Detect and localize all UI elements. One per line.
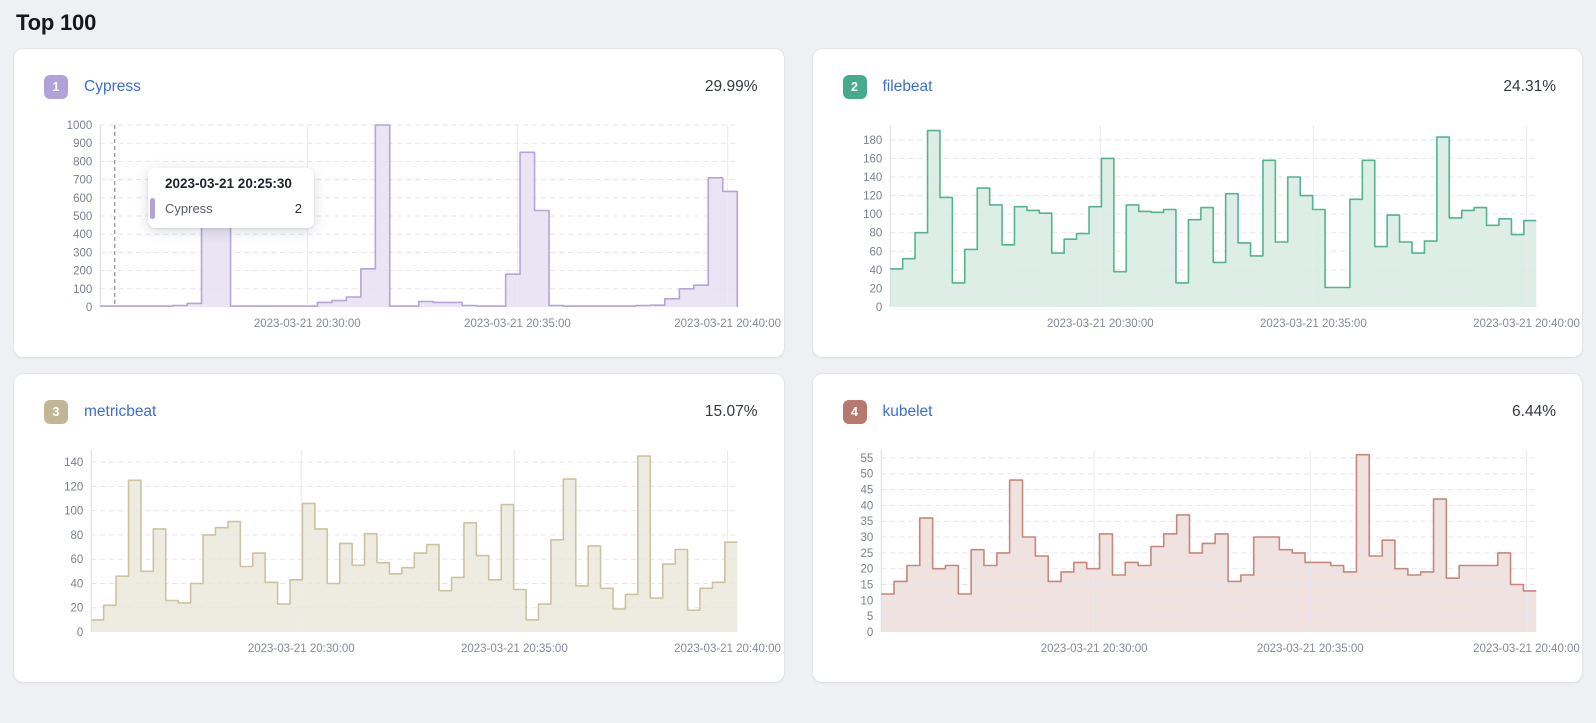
area-fill <box>880 454 1536 632</box>
y-axis-tick-label: 40 <box>860 500 873 512</box>
page-title: Top 100 <box>16 10 97 35</box>
y-axis-tick-label: 30 <box>860 532 873 544</box>
series-link[interactable]: kubelet <box>882 403 933 420</box>
x-axis-tick-label: 2023-03-21 20:30:00 <box>1040 643 1147 655</box>
x-axis-tick-label: 2023-03-21 20:35:00 <box>461 643 568 655</box>
chart-tooltip: 2023-03-21 20:25:30 Cypress 2 <box>148 168 314 228</box>
y-axis-tick-label: 180 <box>863 135 882 147</box>
y-axis-tick-label: 0 <box>866 627 872 639</box>
chart-svg: 0 20 40 60 80 100 120 140 2023-03-21 20:30:00 202… <box>64 450 781 655</box>
chart-area[interactable]: 0 5 10 15 20 25 30 35 40 45 50 55 2023-03-21 20:30:0… <box>839 444 1579 659</box>
chart-svg: 0 20 40 60 80 100 120 140 160 180 2023-03-21 20:30… <box>863 125 1579 330</box>
area-fill <box>91 456 738 632</box>
x-axis-tick-label: 2023-03-21 20:40:00 <box>674 643 781 655</box>
x-axis-tick-label: 2023-03-21 20:35:00 <box>1259 318 1366 330</box>
y-axis-tick-label: 15 <box>860 580 873 592</box>
y-axis-tick-label: 140 <box>863 172 882 184</box>
x-axis-tick-label: 2023-03-21 20:35:00 <box>1256 643 1363 655</box>
y-axis-tick-label: 600 <box>73 193 92 205</box>
y-axis-tick-label: 0 <box>77 627 83 639</box>
tooltip-series-name: Cypress <box>165 201 213 216</box>
y-axis-tick-label: 800 <box>73 156 92 168</box>
percentage-value: 15.07% <box>704 403 758 420</box>
y-axis-tick-label: 50 <box>860 469 873 481</box>
y-axis-tick-label: 55 <box>860 453 873 465</box>
chart-area[interactable]: 0 100 200 300 400 500 600 700 800 900 1000 2023-03-… <box>40 119 781 334</box>
card-header: 1 Cypress 29.99% <box>14 49 784 99</box>
y-axis-tick-label: 5 <box>866 611 872 623</box>
y-axis-tick-label: 100 <box>863 209 882 221</box>
cards-grid: 1 Cypress 29.99% 0 100 200 300 400 500 600 700 8… <box>14 49 1582 682</box>
card-header: 2 filebeat 24.31% <box>813 49 1583 99</box>
percentage-value: 6.44% <box>1512 403 1556 420</box>
series-link[interactable]: Cypress <box>84 78 141 95</box>
y-axis-tick-label: 900 <box>73 138 92 150</box>
x-axis-tick-label: 2023-03-21 20:40:00 <box>674 318 781 330</box>
y-axis-tick-label: 300 <box>73 247 92 259</box>
y-axis-tick-label: 40 <box>70 579 83 591</box>
y-axis-tick-label: 200 <box>73 266 92 278</box>
y-axis-tick-label: 120 <box>64 481 83 493</box>
y-axis-tick-label: 700 <box>73 175 92 187</box>
y-axis-tick-label: 100 <box>64 506 83 518</box>
chart-svg: 0 100 200 300 400 500 600 700 800 900 1000 2023-03-… <box>67 120 781 330</box>
x-axis-tick-label: 2023-03-21 20:35:00 <box>464 318 571 330</box>
y-axis-tick-label: 120 <box>863 191 882 203</box>
series-line <box>889 129 1536 289</box>
y-axis-tick-label: 60 <box>869 246 882 258</box>
y-axis-tick-label: 400 <box>73 229 92 241</box>
y-axis-tick-label: 140 <box>64 457 83 469</box>
tooltip-series-value: 2 <box>294 201 302 216</box>
percentage-value: 29.99% <box>704 78 758 95</box>
x-axis-tick-label: 2023-03-21 20:30:00 <box>248 643 355 655</box>
rank-badge: 3 <box>44 400 68 424</box>
series-line <box>91 455 738 621</box>
rank-badge: 2 <box>842 75 867 99</box>
y-axis-tick-label: 80 <box>70 530 83 542</box>
x-axis-tick-label: 2023-03-21 20:30:00 <box>1046 318 1153 330</box>
y-axis-tick-label: 20 <box>70 603 83 615</box>
tooltip-timestamp: 2023-03-21 20:25:30 <box>165 176 292 191</box>
chart-card: 4 kubelet 6.44% 0 5 10 15 20 25 30 35 40 45 50 55 20… <box>812 374 1583 682</box>
x-axis-tick-label: 2023-03-21 20:40:00 <box>1473 643 1580 655</box>
chart-card: 2 filebeat 24.31% 0 20 40 60 80 100 120 140 160 1… <box>812 49 1583 357</box>
y-axis-tick-label: 100 <box>73 284 92 296</box>
x-axis-tick-label: 2023-03-21 20:40:00 <box>1473 318 1580 330</box>
series-line <box>880 453 1536 595</box>
y-axis-tick-label: 0 <box>875 302 881 314</box>
y-axis-tick-label: 25 <box>860 548 873 560</box>
series-marker-icon <box>150 198 155 219</box>
x-axis-tick-label: 2023-03-21 20:30:00 <box>254 318 361 330</box>
chart-card: 1 Cypress 29.99% 0 100 200 300 400 500 600 700 8… <box>14 49 784 357</box>
series-link[interactable]: filebeat <box>882 78 933 95</box>
tooltip-series-row: Cypress 2 <box>148 198 314 219</box>
chart-svg: 0 5 10 15 20 25 30 35 40 45 50 55 2023-03-21 20:30:0… <box>860 450 1579 655</box>
y-axis-tick-label: 160 <box>863 153 882 165</box>
chart-area[interactable]: 0 20 40 60 80 100 120 140 160 180 2023-03-21 20:30… <box>839 119 1579 334</box>
card-header: 3 metricbeat 15.07% <box>14 374 784 424</box>
y-axis-tick-label: 500 <box>73 211 92 223</box>
percentage-value: 24.31% <box>1503 78 1556 95</box>
y-axis-tick-label: 10 <box>860 595 873 607</box>
chart-card: 3 metricbeat 15.07% 0 20 40 60 80 100 120 140 20… <box>14 374 784 682</box>
y-axis-tick-label: 0 <box>86 302 92 314</box>
series-link[interactable]: metricbeat <box>84 403 157 420</box>
y-axis-tick-label: 20 <box>860 564 873 576</box>
y-axis-tick-label: 20 <box>869 283 882 295</box>
y-axis-tick-label: 35 <box>860 516 873 528</box>
chart-area[interactable]: 0 20 40 60 80 100 120 140 2023-03-21 20:30:00 202… <box>40 444 781 659</box>
y-axis-tick-label: 80 <box>869 228 882 240</box>
y-axis-tick-label: 40 <box>869 265 882 277</box>
y-axis-tick-label: 45 <box>860 485 873 497</box>
card-header: 4 kubelet 6.44% <box>813 374 1583 424</box>
rank-badge: 4 <box>842 400 867 424</box>
y-axis-tick-label: 60 <box>70 554 83 566</box>
rank-badge: 1 <box>44 75 68 99</box>
y-axis-tick-label: 1000 <box>67 120 93 132</box>
